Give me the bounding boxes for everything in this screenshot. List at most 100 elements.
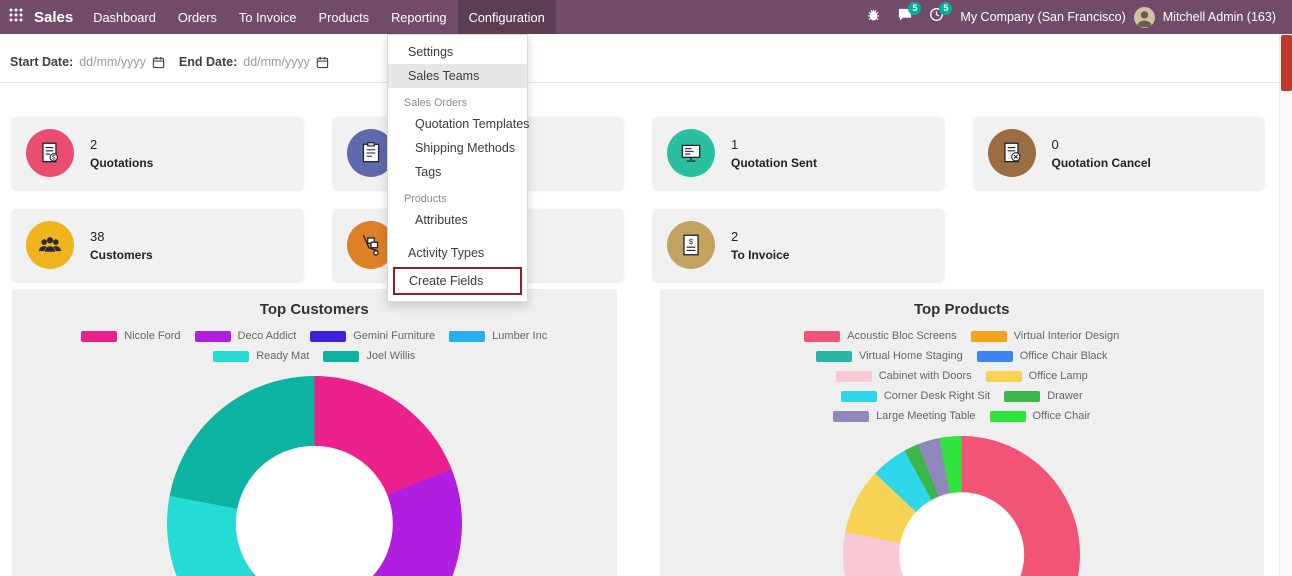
nav-item-reporting[interactable]: Reporting	[391, 9, 447, 25]
activities-badge: 5	[939, 2, 953, 15]
top-navbar: Sales Dashboard Orders To Invoice Produc…	[0, 0, 1292, 34]
menu-item-settings[interactable]: Settings	[408, 45, 454, 59]
legend-item[interactable]: Gemini Furniture	[310, 330, 435, 342]
kpi-value: 0	[1051, 136, 1059, 152]
kpi-card-quotation-cancel[interactable]: 0 Quotation Cancel	[973, 117, 1264, 189]
menu-section-sales-orders: Sales Orders	[404, 97, 468, 109]
legend-swatch	[976, 350, 1013, 362]
legend-item[interactable]: Virtual Interior Design	[970, 330, 1120, 342]
top-products-donut-chart[interactable]	[843, 436, 1081, 576]
legend-swatch	[989, 410, 1026, 422]
menu-item-shipping-methods[interactable]: Shipping Methods	[415, 141, 516, 155]
legend-item[interactable]: Acoustic Bloc Screens	[804, 330, 957, 342]
debug-button[interactable]	[858, 0, 889, 34]
legend-item[interactable]: Large Meeting Table	[833, 410, 976, 422]
legend-label: Virtual Interior Design	[1013, 330, 1120, 342]
company-switcher[interactable]: My Company (San Francisco)	[960, 10, 1126, 24]
kpi-row-1: $ 2 Quotations 1 Quotation Sent	[12, 117, 1264, 189]
kpi-card-quotations[interactable]: $ 2 Quotations	[12, 117, 303, 189]
legend-label: Drawer	[1047, 390, 1083, 402]
legend-item[interactable]: Lumber Inc	[449, 330, 547, 342]
activities-button[interactable]: 5	[921, 0, 953, 34]
kpi-text: 2 To Invoice	[731, 229, 789, 262]
vertical-scrollbar[interactable]	[1279, 34, 1292, 576]
legend-label: Office Chair	[1032, 410, 1091, 422]
apps-menu-button[interactable]	[0, 0, 32, 34]
svg-text:$: $	[689, 237, 694, 246]
donut-hole	[236, 445, 393, 576]
legend-label: Gemini Furniture	[353, 330, 436, 342]
legend-item[interactable]: Office Chair Black	[976, 350, 1108, 362]
user-menu[interactable]: Mitchell Admin (163)	[1162, 10, 1276, 24]
legend-swatch	[840, 390, 877, 402]
invoice-icon: $	[667, 221, 715, 269]
scrollbar-thumb[interactable]	[1281, 35, 1292, 91]
clipboard-icon	[346, 129, 395, 177]
legend-item[interactable]: Ready Mat	[213, 350, 309, 362]
kpi-card-to-invoice[interactable]: $ 2 To Invoice	[653, 209, 944, 281]
legend-label: Office Lamp	[1028, 370, 1088, 382]
nav-item-products[interactable]: Products	[318, 9, 370, 25]
app-name[interactable]: Sales	[34, 8, 74, 26]
legend-item[interactable]: Cabinet with Doors	[835, 370, 972, 382]
legend-item[interactable]: Office Lamp	[985, 370, 1088, 382]
nav-item-configuration[interactable]: Configuration	[457, 0, 556, 34]
legend-swatch	[323, 350, 360, 362]
menu-item-attributes[interactable]: Attributes	[415, 213, 468, 227]
configuration-dropdown-menu: Settings Sales Teams Sales Orders Quotat…	[387, 34, 530, 302]
kpi-text: 0 Quotation Cancel	[1052, 137, 1151, 170]
menu-item-quotation-templates[interactable]: Quotation Templates	[415, 117, 530, 131]
menu-item-tags[interactable]: Tags	[415, 165, 442, 179]
menu-separator	[388, 232, 527, 241]
legend-item[interactable]: Office Chair	[989, 410, 1091, 422]
top-customers-donut-chart[interactable]	[166, 376, 462, 576]
messages-button[interactable]: 5	[889, 0, 922, 34]
nav-item-orders[interactable]: Orders	[177, 9, 217, 25]
navbar-left: Sales Dashboard Orders To Invoice Produc…	[0, 0, 556, 34]
legend-label: Joel Willis	[366, 350, 416, 362]
chart-title: Top Customers	[259, 301, 369, 318]
kpi-text: 38 Customers	[90, 229, 153, 262]
legend-swatch	[970, 330, 1007, 342]
menu-item-sales-teams[interactable]: Sales Teams	[388, 64, 527, 88]
user-avatar[interactable]	[1133, 6, 1155, 28]
legend-item[interactable]: Virtual Home Staging	[815, 350, 963, 362]
legend-item[interactable]: Deco Addict	[194, 330, 297, 342]
legend-swatch	[449, 330, 486, 342]
nav-item-dashboard[interactable]: Dashboard	[93, 9, 156, 25]
legend-swatch	[833, 410, 870, 422]
legend-swatch	[310, 330, 347, 342]
main-menu: Dashboard Orders To Invoice Products Rep…	[82, 0, 556, 34]
legend-item[interactable]: Nicole Ford	[81, 330, 181, 342]
legend-label: Deco Addict	[237, 330, 297, 342]
legend-item[interactable]: Joel Willis	[323, 350, 415, 362]
legend-item[interactable]: Corner Desk Right Sit	[840, 390, 990, 402]
menu-item-create-fields[interactable]: Create Fields	[393, 267, 522, 295]
start-date-input[interactable]: dd/mm/yyyy	[79, 55, 146, 69]
kpi-label: Customers	[90, 247, 153, 262]
top-customers-panel: Top Customers Nicole Ford Deco Addict Gemi…	[12, 289, 617, 576]
end-date-label: End Date:	[178, 55, 238, 69]
calendar-icon[interactable]	[316, 56, 329, 69]
hand-truck-icon	[346, 221, 395, 269]
charts-row: Top Customers Nicole Ford Deco Addict Gemi…	[12, 289, 1264, 576]
monitor-icon	[667, 129, 715, 177]
navbar-right: 5 5 My Company (San Francisco) Mitchell …	[858, 0, 1292, 34]
kpi-value: 2	[90, 136, 98, 152]
kpi-card-customers[interactable]: 38 Customers	[12, 209, 303, 281]
legend-item[interactable]: Drawer	[1004, 390, 1083, 402]
top-products-legend: Acoustic Bloc Screens Virtual Interior De…	[782, 330, 1142, 422]
legend-swatch	[815, 350, 852, 362]
nav-item-to-invoice[interactable]: To Invoice	[238, 9, 297, 25]
legend-swatch	[835, 370, 872, 382]
legend-swatch	[804, 330, 841, 342]
svg-text:$: $	[52, 155, 56, 162]
end-date-input[interactable]: dd/mm/yyyy	[243, 55, 310, 69]
calendar-icon[interactable]	[152, 56, 165, 69]
kpi-card-quotation-sent[interactable]: 1 Quotation Sent	[653, 117, 944, 189]
legend-label: Office Chair Black	[1019, 350, 1108, 362]
kpi-label: Quotations	[90, 155, 154, 170]
kpi-text: 2 Quotations	[90, 137, 153, 170]
messages-badge: 5	[908, 2, 922, 15]
menu-item-activity-types[interactable]: Activity Types	[408, 246, 485, 260]
